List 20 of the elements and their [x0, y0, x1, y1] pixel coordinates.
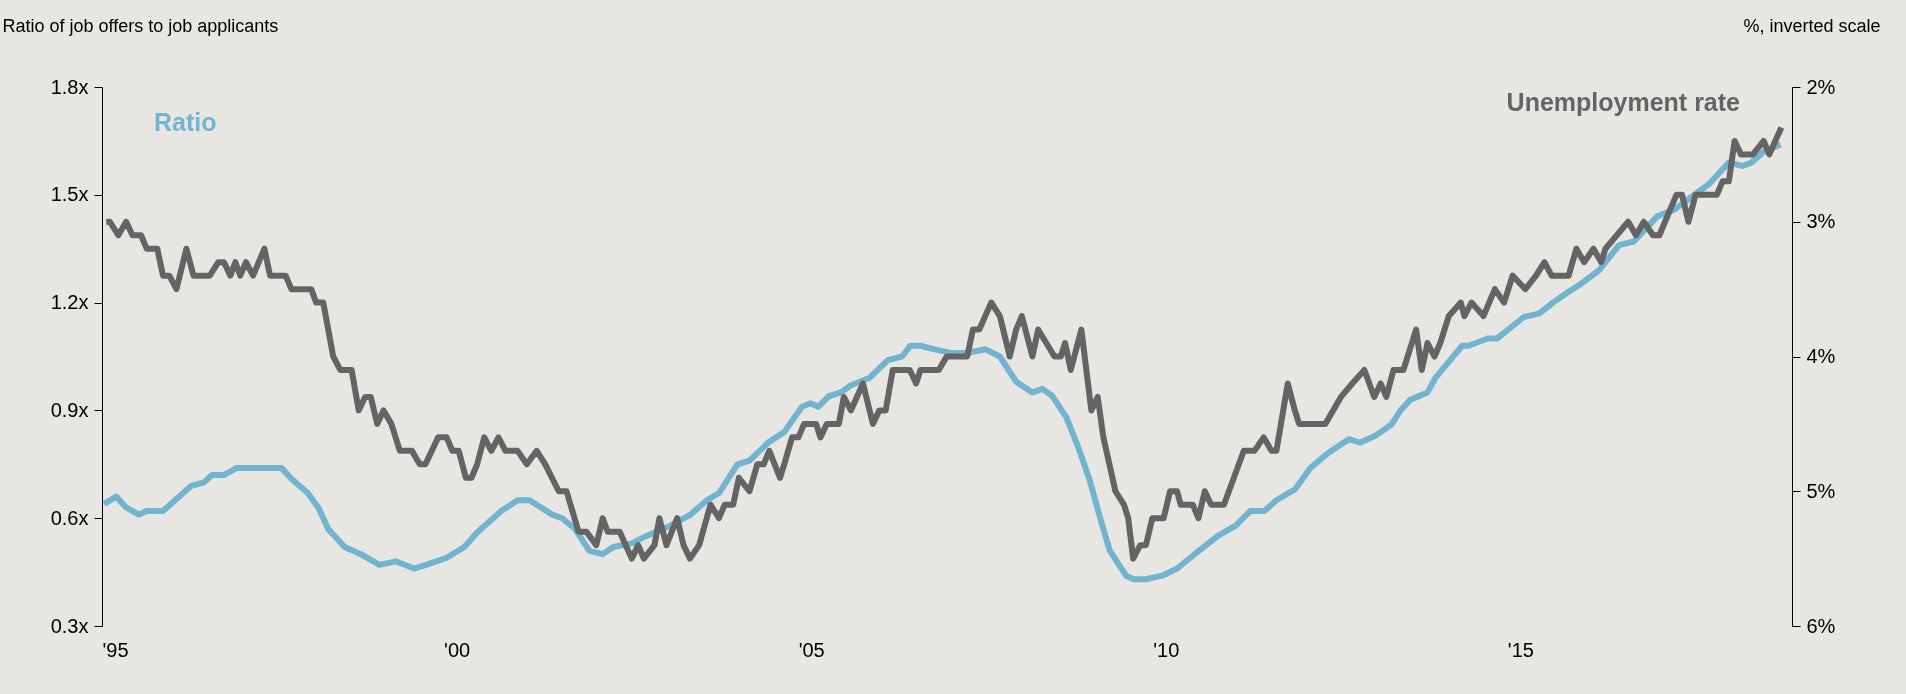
y2-tick-label: 6% — [1806, 614, 1836, 637]
x-tick-label: '95 — [102, 638, 129, 661]
y-tick-label: 1.5x — [50, 183, 89, 206]
text: Ratio — [154, 108, 217, 136]
y2-tick-label: 4% — [1806, 345, 1836, 367]
x-tick-label: '10 — [1153, 638, 1180, 661]
y2-axis-title: %, inverted scale — [1743, 15, 1881, 36]
series-label: Unemployment rate — [1506, 88, 1741, 116]
y-tick-label: 0.9x — [50, 398, 89, 421]
y-tick-label: 0.6x — [50, 506, 89, 529]
y2-tick-label: 3% — [1806, 210, 1836, 233]
y2-tick-label: 2% — [1806, 75, 1836, 98]
y-tick-label: 1.8x — [50, 75, 89, 98]
y-tick-label: 0.3x — [50, 614, 89, 637]
x-tick-label: '15 — [1507, 638, 1534, 661]
x-tick-label: '00 — [444, 638, 471, 661]
y2-tick-label: 5% — [1806, 479, 1836, 502]
y-axis-title: Ratio of job offers to job applicants — [2, 15, 279, 36]
x-tick-label: '05 — [798, 638, 825, 661]
y-tick-label: 1.2x — [50, 291, 89, 314]
